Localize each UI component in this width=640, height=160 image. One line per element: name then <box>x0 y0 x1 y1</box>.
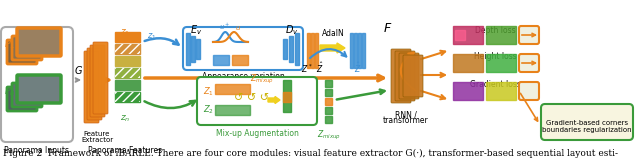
Text: boundaries regularization: boundaries regularization <box>542 127 632 133</box>
Bar <box>486 54 516 72</box>
FancyBboxPatch shape <box>7 87 37 111</box>
Bar <box>283 80 291 112</box>
FancyBboxPatch shape <box>197 77 317 125</box>
Text: Appearance variation: Appearance variation <box>202 72 284 81</box>
Bar <box>283 39 287 59</box>
FancyBboxPatch shape <box>7 40 37 64</box>
Bar <box>307 33 310 68</box>
Bar <box>295 33 299 65</box>
Bar <box>115 32 140 42</box>
FancyBboxPatch shape <box>17 75 61 103</box>
Text: $z_n$: $z_n$ <box>120 113 130 124</box>
Bar <box>115 68 140 78</box>
FancyArrow shape <box>268 96 280 104</box>
Text: ↺ ↺ ↺: ↺ ↺ ↺ <box>234 93 269 103</box>
Bar <box>115 92 140 102</box>
Bar <box>315 33 318 68</box>
Text: Mix-up Augmentation: Mix-up Augmentation <box>216 129 298 138</box>
Bar <box>325 80 332 87</box>
Text: $G$: $G$ <box>74 64 83 76</box>
Bar <box>350 33 353 68</box>
Text: $z_1$: $z_1$ <box>120 27 130 37</box>
FancyBboxPatch shape <box>541 104 633 140</box>
Text: $P_n$: $P_n$ <box>4 84 16 98</box>
FancyBboxPatch shape <box>84 51 99 123</box>
Text: Panorama Inputs: Panorama Inputs <box>4 146 70 155</box>
Bar <box>325 98 332 105</box>
Bar <box>453 54 483 72</box>
Bar <box>115 80 140 90</box>
Text: Extractor: Extractor <box>81 137 113 143</box>
Text: Feature: Feature <box>84 131 110 137</box>
FancyBboxPatch shape <box>183 27 303 70</box>
FancyBboxPatch shape <box>391 49 411 103</box>
FancyBboxPatch shape <box>519 54 539 72</box>
Bar <box>115 92 140 102</box>
Text: $D_v$: $D_v$ <box>285 23 299 37</box>
Text: Depth loss: Depth loss <box>475 26 515 35</box>
Bar <box>358 33 361 68</box>
Bar <box>453 82 483 100</box>
Bar <box>215 105 250 115</box>
FancyArrow shape <box>320 43 345 53</box>
Text: $u$: $u$ <box>235 24 241 32</box>
FancyBboxPatch shape <box>17 28 61 56</box>
Bar <box>196 39 200 59</box>
Text: $Z_{mixup}$: $Z_{mixup}$ <box>317 129 341 142</box>
FancyBboxPatch shape <box>12 83 42 107</box>
Bar <box>325 116 332 123</box>
Bar <box>325 89 332 96</box>
FancyBboxPatch shape <box>399 53 419 99</box>
FancyBboxPatch shape <box>93 42 108 114</box>
Bar <box>455 30 465 40</box>
Bar <box>213 55 229 65</box>
Bar <box>115 56 140 66</box>
Bar <box>354 33 357 68</box>
Text: $u^+$: $u^+$ <box>219 22 230 32</box>
FancyBboxPatch shape <box>519 26 539 44</box>
Bar <box>325 107 332 114</box>
Bar <box>232 55 248 65</box>
Bar <box>191 36 195 62</box>
Bar <box>215 84 250 94</box>
Text: $P_1$: $P_1$ <box>4 37 15 51</box>
Text: transformer: transformer <box>383 116 429 125</box>
Bar <box>115 68 140 78</box>
FancyBboxPatch shape <box>12 36 42 60</box>
Text: AdaIN: AdaIN <box>322 29 344 38</box>
Text: $Z_{mixup}$: $Z_{mixup}$ <box>250 73 274 86</box>
Text: $Z_2$: $Z_2$ <box>203 104 214 116</box>
Bar <box>115 44 140 54</box>
Bar <box>186 33 190 65</box>
FancyBboxPatch shape <box>1 27 73 142</box>
FancyBboxPatch shape <box>395 51 415 101</box>
Text: Figure 2  Framework of iBARLE. There are four core modules: visual feature extra: Figure 2 Framework of iBARLE. There are … <box>3 149 618 158</box>
Bar <box>486 26 516 44</box>
Text: Gradient loss: Gradient loss <box>470 80 520 89</box>
FancyBboxPatch shape <box>87 48 102 120</box>
Bar <box>362 33 365 68</box>
Text: Panorama Features: Panorama Features <box>88 146 162 155</box>
FancyBboxPatch shape <box>519 82 539 100</box>
Text: $Z_1$: $Z_1$ <box>203 85 214 97</box>
FancyBboxPatch shape <box>90 45 105 117</box>
Bar <box>283 92 291 102</box>
Bar <box>453 26 483 44</box>
Text: Height loss: Height loss <box>474 52 516 61</box>
Text: $z_1$: $z_1$ <box>147 32 157 43</box>
FancyBboxPatch shape <box>403 55 423 97</box>
Bar <box>486 82 516 100</box>
Text: $E_v$: $E_v$ <box>190 23 202 37</box>
Text: Gradient-based corners: Gradient-based corners <box>546 120 628 126</box>
Text: RNN /: RNN / <box>395 110 417 119</box>
Bar <box>115 44 140 54</box>
Bar <box>289 36 293 62</box>
Text: $Z^*$  $\hat{Z}$: $Z^*$ $\hat{Z}$ <box>301 60 324 75</box>
Bar <box>311 33 314 68</box>
Text: $\hat{Z}$: $\hat{Z}$ <box>354 60 362 75</box>
Text: $F$: $F$ <box>383 21 393 35</box>
